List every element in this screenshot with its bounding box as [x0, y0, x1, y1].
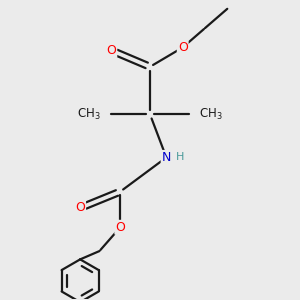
Text: CH$_3$: CH$_3$ — [77, 107, 101, 122]
Text: O: O — [75, 202, 85, 214]
Text: O: O — [178, 41, 188, 54]
Text: CH$_3$: CH$_3$ — [199, 107, 223, 122]
Text: O: O — [106, 44, 116, 57]
Text: N: N — [162, 151, 171, 164]
Text: O: O — [115, 221, 125, 234]
Text: H: H — [176, 152, 184, 162]
